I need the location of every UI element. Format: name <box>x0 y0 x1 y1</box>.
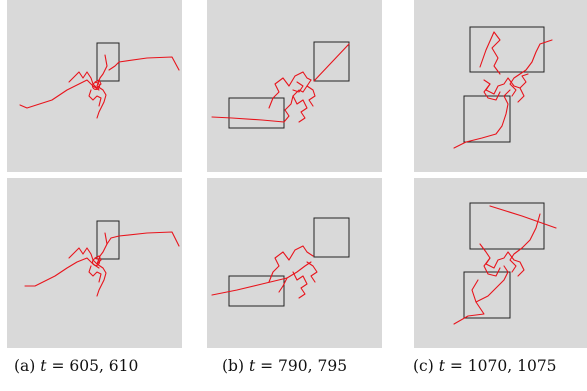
caption-variable: t <box>438 357 445 375</box>
trajectory <box>211 79 312 123</box>
trajectory <box>106 235 120 245</box>
caption-value: 790, 795 <box>278 357 348 375</box>
trajectory <box>453 265 509 325</box>
trajectory-plot-c-bottom <box>453 202 557 325</box>
bounding-box <box>96 42 120 82</box>
trajectory <box>118 56 180 71</box>
caption-variable: t <box>248 357 256 375</box>
trajectory <box>509 39 553 97</box>
trajectory-plot-b-top <box>211 41 350 129</box>
trajectory <box>483 257 501 277</box>
trajectory-plot-b-bottom <box>211 217 350 307</box>
trajectory <box>68 247 102 265</box>
trajectory <box>306 85 316 107</box>
trajectory <box>292 81 304 93</box>
trajectory-plot-c-top <box>453 26 553 149</box>
bounding-box <box>469 202 545 250</box>
trajectory <box>519 73 529 89</box>
caption-label: (b) <box>222 357 245 375</box>
trajectory <box>108 61 120 71</box>
panel-a-top <box>7 0 182 172</box>
trajectory-loop <box>91 257 101 267</box>
bounding-box <box>313 217 350 258</box>
bounding-box <box>228 275 285 307</box>
trajectory <box>306 261 318 283</box>
panel-c-bottom <box>414 178 587 348</box>
caption-equals: = <box>255 357 279 375</box>
trajectory <box>479 243 525 277</box>
trajectory <box>68 71 102 89</box>
trajectory <box>19 79 100 109</box>
trajectory <box>88 89 102 107</box>
trajectory <box>88 265 102 283</box>
caption-label: (a) <box>14 357 36 375</box>
trajectory <box>483 83 501 101</box>
trajectory <box>313 43 350 82</box>
trajectory <box>509 213 541 273</box>
caption-equals: = <box>46 357 70 375</box>
caption-equals: = <box>444 357 468 375</box>
panel-a-bottom <box>7 178 182 348</box>
trajectory <box>489 205 557 229</box>
trajectory <box>278 277 288 293</box>
trajectory <box>268 71 312 109</box>
bounding-box <box>313 41 350 82</box>
caption-c: (c) t = 1070, 1075 <box>413 357 557 375</box>
panel-b-bottom <box>207 178 382 348</box>
trajectory <box>118 231 180 247</box>
bounding-box <box>228 97 285 129</box>
trajectory <box>96 54 108 119</box>
caption-variable: t <box>40 357 47 375</box>
caption-value: 605, 610 <box>69 357 139 375</box>
trajectory <box>268 245 314 283</box>
trajectory <box>96 232 108 297</box>
trajectory <box>24 257 100 287</box>
bounding-box <box>469 26 545 73</box>
panel-b-top <box>207 0 382 172</box>
bounding-box <box>96 220 120 260</box>
caption-b: (b) t = 790, 795 <box>222 357 347 375</box>
caption-label: (c) <box>413 357 434 375</box>
trajectory <box>453 89 511 149</box>
trajectory-loop <box>91 81 101 91</box>
trajectory <box>292 95 308 123</box>
trajectory <box>471 279 479 303</box>
trajectory-plot-a-bottom <box>24 220 180 297</box>
caption-a: (a) t = 605, 610 <box>14 357 138 375</box>
panel-c-top <box>414 0 587 172</box>
bounding-box <box>463 95 511 143</box>
bounding-box <box>463 271 511 319</box>
trajectory-plot-a-top <box>19 42 180 119</box>
caption-value: 1070, 1075 <box>467 357 557 375</box>
trajectory <box>479 31 501 75</box>
trajectory <box>292 271 308 299</box>
